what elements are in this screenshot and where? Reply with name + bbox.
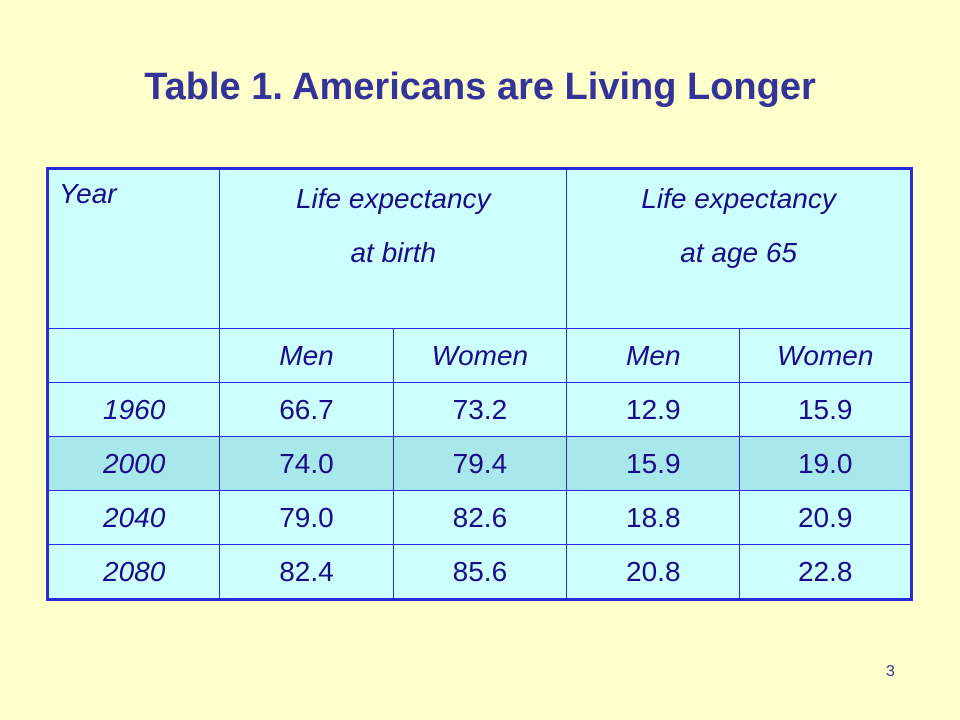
table-row: 1960 66.7 73.2 12.9 15.9 xyxy=(46,382,912,437)
life-expectancy-table: Year Life expectancy at birth Life expec… xyxy=(46,167,913,601)
page-title: Table 1. Americans are Living Longer xyxy=(144,66,816,108)
value-cell: 82.4 xyxy=(219,544,394,600)
page-number: 3 xyxy=(886,663,895,680)
value-cell: 20.8 xyxy=(566,544,741,600)
year-cell: 2080 xyxy=(46,544,221,600)
age65-header-line1: Life expectancy xyxy=(641,183,836,214)
subheader-men-birth: Men xyxy=(219,328,394,383)
table-row: 2000 74.0 79.4 15.9 19.0 xyxy=(46,436,912,491)
value-cell: 79.0 xyxy=(219,490,394,545)
value-cell: 85.6 xyxy=(392,544,568,600)
value-cell: 73.2 xyxy=(392,382,568,437)
table-subheader-row: Men Women Men Women xyxy=(46,328,912,383)
age65-header-line2: at age 65 xyxy=(680,237,797,268)
birth-header-line1: Life expectancy xyxy=(295,183,491,214)
value-cell: 19.0 xyxy=(739,436,912,491)
value-cell: 66.7 xyxy=(219,382,394,437)
value-cell: 79.4 xyxy=(392,436,568,491)
table-row: 2040 79.0 82.6 18.8 20.9 xyxy=(46,490,912,545)
subheader-women-birth: Women xyxy=(392,328,568,383)
value-cell: 82.6 xyxy=(392,490,568,545)
value-cell: 74.0 xyxy=(219,436,394,491)
subheader-women-65: Women xyxy=(739,328,912,383)
subheader-men-65: Men xyxy=(566,328,741,383)
birth-header-line2: at birth xyxy=(350,237,437,268)
birth-group-header: Life expectancy at birth xyxy=(219,168,568,329)
year-cell: 2000 xyxy=(46,436,221,491)
value-cell: 15.9 xyxy=(739,382,912,437)
age65-group-header: Life expectancy at age 65 xyxy=(566,168,912,329)
table-header-row: Year Life expectancy at birth Life expec… xyxy=(46,168,912,329)
year-cell: 1960 xyxy=(46,382,221,437)
value-cell: 18.8 xyxy=(566,490,741,545)
value-cell: 12.9 xyxy=(566,382,741,437)
year-cell: 2040 xyxy=(46,490,221,545)
year-header: Year xyxy=(46,168,221,329)
value-cell: 15.9 xyxy=(566,436,741,491)
subheader-empty xyxy=(46,328,221,383)
value-cell: 22.8 xyxy=(739,544,912,600)
value-cell: 20.9 xyxy=(739,490,912,545)
table-row: 2080 82.4 85.6 20.8 22.8 xyxy=(46,544,912,600)
